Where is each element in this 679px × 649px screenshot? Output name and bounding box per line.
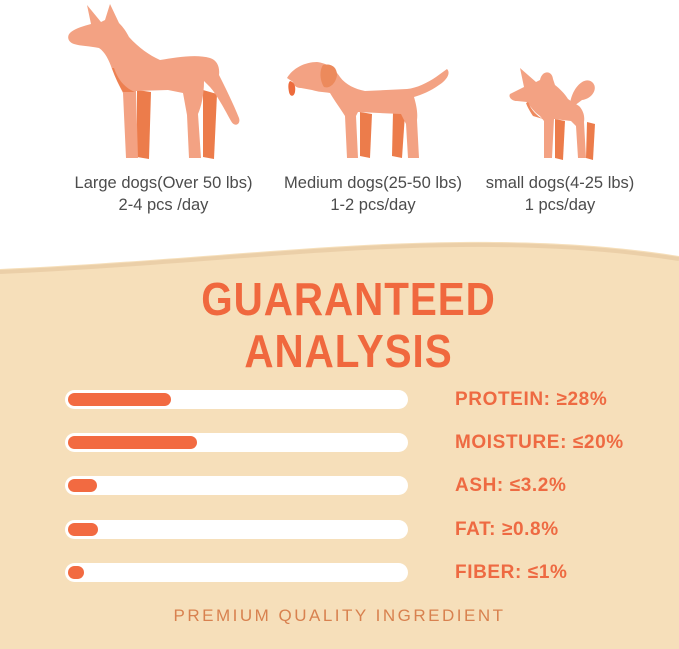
ash-value-label: ASH: ≤3.2% (455, 475, 567, 496)
fat-value-label: FAT: ≥0.8% (455, 519, 559, 540)
moisture-bar-track (65, 433, 408, 452)
nutrient-row-protein: PROTEIN: ≥28% (65, 390, 679, 409)
large-dog-label: Large dogs(Over 50 lbs) (74, 174, 253, 192)
protein-value-label: PROTEIN: ≥28% (455, 389, 608, 410)
medium-dog-icon (287, 62, 449, 158)
medium-dog-amount: 1-2 pcs/day (330, 196, 416, 214)
fiber-bar-track (65, 563, 408, 582)
analysis-title: GUARANTEED ANALYSIS (29, 274, 667, 378)
feeding-guide-item-large: Large dogs(Over 50 lbs) 2-4 pcs /day (40, 173, 287, 216)
small-dog-label: small dogs(4-25 lbs) (485, 174, 635, 192)
analysis-title-line2: ANALYSIS (244, 325, 453, 378)
small-dog-icon (509, 68, 595, 160)
fat-bar-track (65, 520, 408, 539)
ash-bar-track (65, 476, 408, 495)
nutrient-row-fat: FAT: ≥0.8% (65, 520, 679, 539)
nutrient-row-fiber: FIBER: ≤1% (65, 563, 679, 582)
fiber-bar-fill (68, 566, 85, 579)
large-dog-icon (68, 4, 240, 159)
fiber-value-label: FIBER: ≤1% (455, 562, 568, 583)
protein-bar-fill (68, 393, 171, 406)
large-dog-amount: 2-4 pcs /day (118, 196, 209, 214)
medium-dog-label: Medium dogs(25-50 lbs) (284, 174, 462, 192)
feeding-guide-item-small: small dogs(4-25 lbs) 1 pcs/day (470, 173, 650, 216)
feeding-guide-item-medium: Medium dogs(25-50 lbs) 1-2 pcs/day (273, 173, 473, 216)
nutrient-row-moisture: MOISTURE: ≤20% (65, 433, 679, 452)
analysis-title-line1: GUARANTEED (201, 274, 496, 326)
ash-bar-fill (68, 479, 97, 492)
moisture-value-label: MOISTURE: ≤20% (455, 432, 624, 453)
premium-quality-footnote: PREMIUM QUALITY INGREDIENT (173, 606, 506, 625)
protein-bar-track (65, 390, 408, 409)
small-dog-amount: 1 pcs/day (524, 196, 596, 214)
fat-bar-fill (68, 523, 98, 536)
moisture-bar-fill (68, 436, 197, 449)
nutrient-row-ash: ASH: ≤3.2% (65, 476, 679, 495)
